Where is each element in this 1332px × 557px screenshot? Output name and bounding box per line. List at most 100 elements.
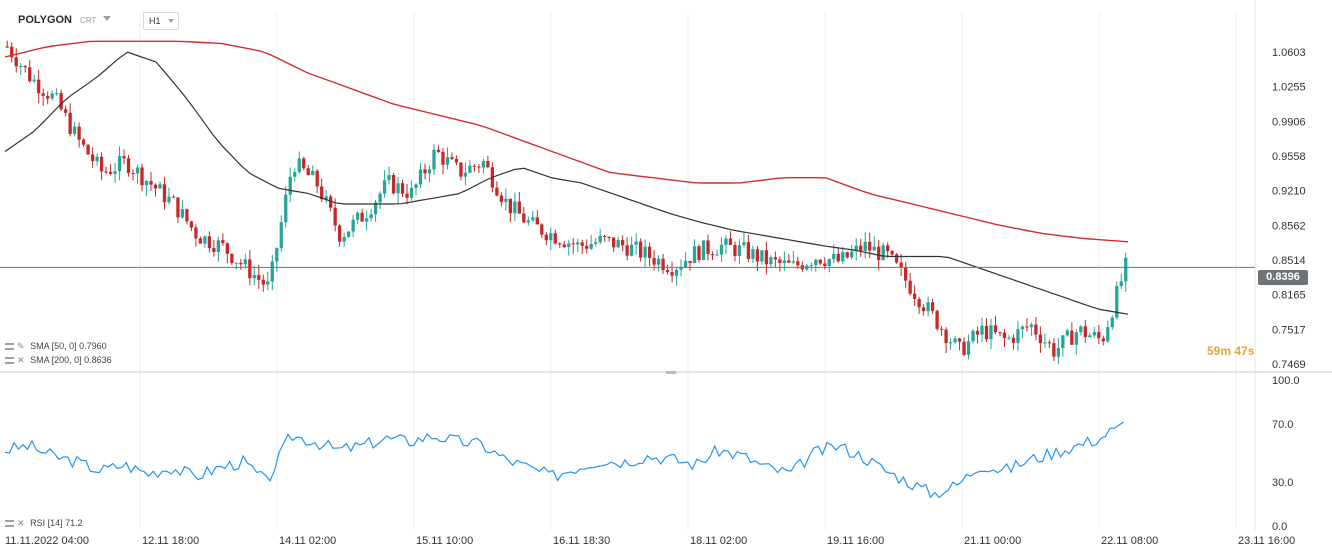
timeframe-label: H1	[149, 16, 161, 26]
candle	[576, 238, 580, 253]
sma200-params: [200, 0]	[51, 355, 82, 365]
candle	[108, 164, 113, 176]
candle	[773, 251, 778, 268]
drag-handle-icon[interactable]	[5, 520, 14, 527]
candle	[1088, 332, 1092, 338]
candle	[95, 153, 99, 166]
candle	[104, 166, 108, 175]
rsi-params: [14]	[47, 518, 63, 528]
candle	[549, 227, 553, 251]
legend-rsi[interactable]: ✕ RSI [14] 71.2	[5, 518, 83, 529]
candle	[665, 264, 670, 275]
candle	[625, 237, 629, 261]
price-tick: 0.9906	[1272, 116, 1306, 128]
candle	[531, 211, 535, 222]
legend-sma50[interactable]: ✎ SMA [50, 0] 0.7960	[5, 341, 107, 352]
candle	[275, 247, 279, 272]
rsi-tick: 30.0	[1272, 477, 1293, 489]
legend-sma200[interactable]: ✕ SMA [200, 0] 0.8636	[5, 355, 112, 366]
candle	[715, 249, 719, 256]
candle	[706, 234, 710, 261]
candle	[912, 285, 917, 306]
candle	[634, 233, 638, 255]
candle	[360, 208, 364, 222]
candle	[868, 232, 872, 259]
rsi-tick: 70.0	[1272, 419, 1293, 431]
sma50-label: SMA	[30, 341, 50, 351]
candle	[962, 337, 966, 357]
candle	[814, 258, 818, 273]
candle	[818, 259, 822, 266]
candle	[1119, 273, 1123, 289]
candle	[692, 239, 697, 264]
candle	[14, 48, 18, 73]
candle	[459, 162, 463, 181]
candle	[225, 242, 229, 264]
candle	[50, 90, 54, 101]
candle	[872, 236, 876, 251]
candle	[81, 138, 86, 148]
candle	[791, 250, 795, 264]
candle	[387, 166, 391, 185]
candles	[5, 40, 1128, 365]
candle	[207, 231, 212, 253]
timeframe-select[interactable]: H1	[143, 12, 179, 30]
candle	[1079, 325, 1083, 336]
symbol-dropdown-icon[interactable]	[103, 16, 111, 21]
drag-handle-icon[interactable]	[5, 357, 14, 364]
candle	[517, 191, 521, 214]
candle	[198, 236, 203, 244]
candle	[638, 238, 643, 262]
candle	[1115, 281, 1119, 320]
candle	[194, 224, 198, 247]
candle	[1007, 334, 1011, 340]
candle	[68, 103, 72, 137]
candle	[917, 296, 921, 314]
candle	[302, 156, 306, 171]
candle	[854, 238, 858, 261]
candle	[558, 242, 562, 248]
candle	[1025, 318, 1029, 332]
sma50-value: 0.7960	[79, 341, 107, 351]
candle	[288, 167, 292, 203]
candle	[333, 198, 337, 232]
candle	[845, 251, 849, 259]
pane-resize-handle[interactable]	[666, 371, 676, 374]
close-icon[interactable]: ✕	[17, 518, 25, 528]
candle	[46, 91, 50, 105]
candle	[1101, 335, 1105, 346]
price-axis: 1.0603 1.0255 0.9906 0.9558 0.9210 0.8562 0.85…	[1272, 47, 1306, 371]
candle	[144, 180, 149, 196]
edit-icon[interactable]: ✎	[17, 341, 25, 351]
drag-handle-icon[interactable]	[5, 343, 14, 350]
toolbar: POLYGON CRT H1	[0, 0, 400, 30]
candle	[400, 179, 405, 198]
candle	[733, 241, 737, 262]
candle	[1038, 326, 1043, 353]
candle	[113, 163, 117, 183]
candle	[364, 210, 369, 231]
candle	[809, 262, 813, 271]
candle	[284, 186, 288, 228]
candle	[1052, 338, 1056, 361]
candle	[41, 88, 45, 106]
candle	[1002, 329, 1007, 348]
candle-countdown: 59m 47s	[1207, 344, 1255, 358]
candle	[930, 298, 935, 314]
candle	[185, 208, 189, 225]
candle	[338, 223, 342, 247]
candle	[1047, 339, 1052, 348]
candle	[589, 234, 593, 250]
sma50-line	[4, 51, 1129, 315]
candle	[176, 197, 180, 223]
candle	[827, 258, 831, 273]
candle	[800, 261, 804, 272]
candle	[59, 89, 63, 111]
candle	[450, 152, 454, 160]
symbol-label[interactable]: POLYGON	[18, 14, 72, 26]
time-tick: 11.11.2022 04:00	[5, 535, 89, 547]
symbol-subtitle: CRT	[80, 16, 97, 25]
candle	[293, 168, 297, 182]
close-icon[interactable]: ✕	[17, 355, 25, 365]
